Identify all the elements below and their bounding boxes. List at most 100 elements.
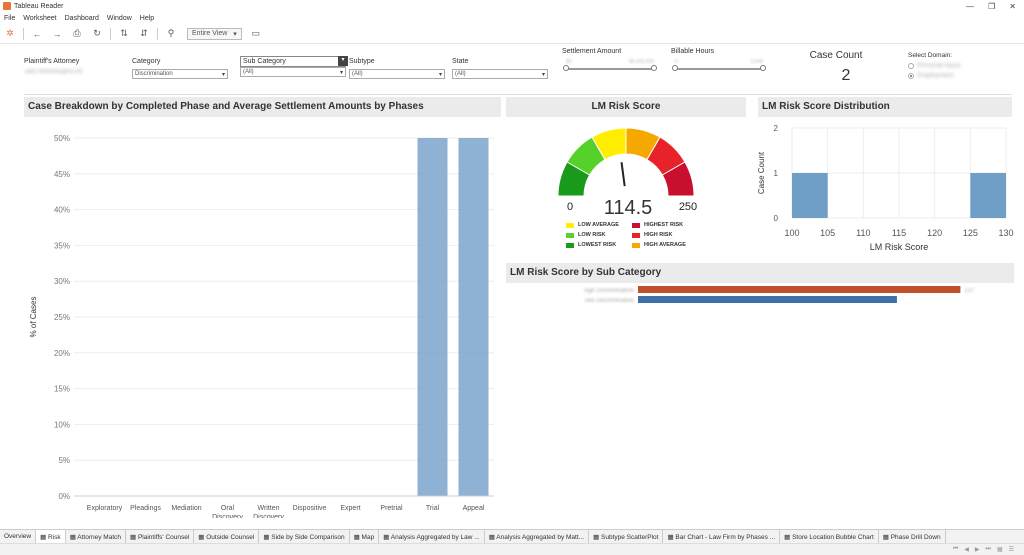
settlement-slider[interactable]: $0 $6,000,000 (562, 59, 658, 73)
first-sheet-icon[interactable]: ⏮ (952, 546, 959, 552)
x-tick-label: 110 (856, 228, 870, 238)
sheet-tab[interactable]: ▦ Plaintiffs' Counsel (126, 530, 195, 543)
sheet-tab[interactable]: ▦ Risk (36, 530, 66, 543)
y-tick-label: 10% (54, 420, 70, 429)
gauge-segment (661, 161, 695, 197)
y-tick-label: 35% (54, 241, 70, 250)
subcategory-select-value: (All) (243, 69, 254, 75)
category-label: Sex Discrimination (584, 298, 634, 304)
legend-label: LOW RISK (578, 232, 606, 238)
sheet-tab[interactable]: ▦ Map (350, 530, 380, 543)
y-axis-label: % of Cases (29, 297, 38, 338)
sheet-tab[interactable]: ▦ Phase Drill Down (879, 530, 946, 543)
tableau-logo-icon (3, 2, 11, 10)
sheet-tab[interactable]: ▦ Analysis Aggregated by Matt... (485, 530, 590, 543)
x-tick-label: 120 (927, 228, 942, 238)
settlement-slider-min-handle[interactable] (563, 65, 569, 71)
undo-icon[interactable]: ← (32, 28, 42, 39)
menu-worksheet[interactable]: Worksheet (23, 14, 57, 22)
y-tick-label: 25% (54, 313, 70, 322)
state-filter: State (All) ▾ (452, 58, 548, 79)
prev-sheet-icon[interactable]: ◀ (964, 547, 969, 553)
gauge-title: LM Risk Score (506, 97, 746, 117)
subtype-select[interactable]: (All) ▾ (349, 69, 445, 79)
domain-option-personal-injury[interactable]: Personal Injury (908, 62, 960, 69)
attorney-filter-value[interactable]: Jake Weinberger&Tell (24, 69, 83, 75)
fit-view-select[interactable]: Entire View ▾ (187, 27, 242, 40)
bar (417, 138, 448, 496)
menu-window[interactable]: Window (106, 14, 132, 22)
legend-label: LOWEST RISK (578, 242, 617, 248)
last-sheet-icon[interactable]: ⏭ (985, 546, 991, 552)
radio-icon (908, 62, 914, 69)
pin-icon[interactable]: ⚲ (167, 28, 175, 38)
pause-updates-icon[interactable]: ⎙ (73, 28, 81, 38)
toolbar-divider (23, 27, 24, 40)
legend-swatch (566, 242, 574, 248)
sheet-tab[interactable]: ▦ Attorney Match (66, 530, 126, 543)
subtype-filter: Subtype (All) ▾ (349, 58, 445, 79)
filter-menu-icon[interactable]: ▾ (338, 56, 348, 66)
sheet-tab[interactable]: ▦ Side by Side Comparison (259, 530, 350, 543)
minimize-button[interactable]: — (966, 1, 975, 11)
menu-dashboard[interactable]: Dashboard (64, 14, 99, 22)
billable-filter: Billable Hours 0 3,048 (671, 48, 767, 73)
y-tick-label: 45% (54, 170, 70, 179)
sheet-tab[interactable]: ▦ Subtype ScatterPlot (589, 530, 664, 543)
legend-swatch (632, 232, 640, 238)
sheet-tab[interactable]: Overview (0, 530, 37, 543)
settlement-slider-track (566, 68, 654, 70)
presentation-mode-icon[interactable]: ▭ (251, 28, 261, 38)
menu-help[interactable]: Help (139, 14, 155, 22)
billable-slider-max-handle[interactable] (760, 65, 766, 71)
attorney-filter: Plaintiff's Attorney Jake Weinberger&Tel… (24, 58, 108, 75)
y-tick-label: 15% (54, 385, 70, 394)
billable-slider-min-handle[interactable] (672, 65, 678, 71)
restore-button[interactable]: ❐ (988, 1, 996, 11)
y-tick-label: 30% (54, 277, 70, 286)
legend-swatch (632, 242, 640, 248)
refresh-icon[interactable]: ↻ (93, 28, 101, 38)
phase-breakdown-chart[interactable]: 0% 5% 10% 15% 20% 25% 30% 35% 40% 45% 50% % of Case… (24, 118, 502, 518)
legend-swatch (632, 222, 640, 228)
menu-file[interactable]: File (4, 14, 16, 22)
category-label: Age Discrimination (584, 288, 634, 294)
list-view-icon[interactable]: ☰ (1008, 547, 1014, 553)
x-tick-label: Expert (340, 505, 360, 512)
billable-slider[interactable]: 0 3,048 (671, 59, 767, 73)
sort-ascending-icon[interactable]: ⇅ (120, 28, 128, 38)
x-tick-label: Mediation (171, 505, 201, 512)
x-tick-label: Discovery (212, 514, 243, 518)
category-select[interactable]: Discrimination ▾ (132, 69, 228, 79)
y-tick-label: 40% (54, 206, 70, 215)
risk-score-distribution-chart[interactable]: 100 105 110 115 120 125 130 0 1 2 Case Count LM Ris… (756, 118, 1016, 258)
x-tick-label: 105 (820, 228, 835, 238)
sheet-tab[interactable]: ▦ Outside Counsel (194, 530, 260, 543)
subtype-filter-label: Subtype (349, 58, 375, 65)
toolbar-divider (157, 27, 158, 40)
sheet-tab[interactable]: ▦ Analysis Aggregated by Law ... (379, 530, 485, 543)
subcategory-title: LM Risk Score by Sub Category (506, 263, 1014, 283)
gauge-max-label: 250 (679, 201, 697, 213)
redo-icon[interactable]: → (52, 28, 62, 39)
x-tick-label: Written (257, 505, 279, 512)
domain-option-employment[interactable]: Employment (908, 72, 960, 79)
billable-max: 3,048 (750, 59, 763, 65)
subcategory-select[interactable]: (All) ▾ (240, 67, 346, 77)
grid-view-icon[interactable]: ▦ (996, 547, 1003, 553)
bar-value-label: 127 (964, 288, 975, 294)
y-tick-label: 5% (58, 456, 70, 465)
close-button[interactable]: ✕ (1009, 1, 1016, 11)
subcategory-filter-header[interactable]: Sub Category (240, 56, 346, 67)
state-select[interactable]: (All) ▾ (452, 69, 548, 79)
x-tick-label: Exploratory (87, 505, 123, 512)
sort-descending-icon[interactable]: ⇵ (140, 28, 148, 38)
next-sheet-icon[interactable]: ▶ (974, 547, 980, 553)
y-tick-label: 0 (774, 214, 779, 223)
risk-by-subcategory-chart[interactable]: Age Discrimination Sex Discrimination 127 (506, 282, 1014, 312)
y-tick-label: 2 (774, 124, 779, 133)
sheet-tab[interactable]: ▦ Store Location Bubble Chart (780, 530, 879, 543)
settlement-slider-max-handle[interactable] (651, 65, 657, 71)
billable-slider-track (675, 68, 763, 70)
sheet-tab[interactable]: ▦ Bar Chart - Law Firm by Phases ... (663, 530, 781, 543)
